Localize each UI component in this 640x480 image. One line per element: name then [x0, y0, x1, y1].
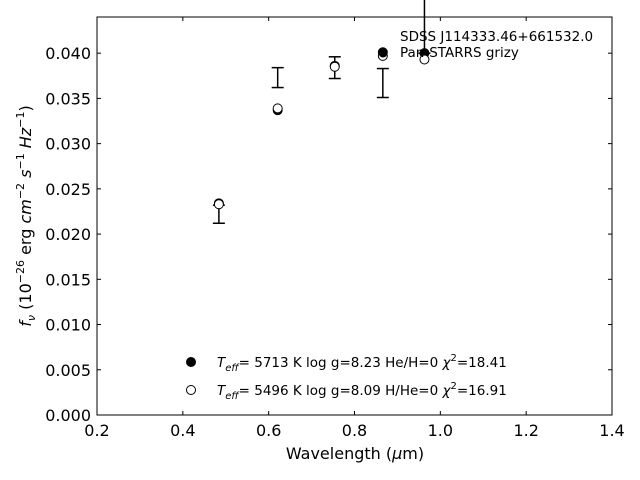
error-bar	[376, 67, 389, 99]
x-tick-label: 1.2	[513, 421, 538, 440]
observed-label: SDSS J114333.46+661532.0	[400, 29, 593, 45]
y-tick-label: 0.040	[45, 44, 91, 63]
legend-label: Teff= 5713 K log g=8.23 He/H=0 χ2=18.41	[217, 353, 507, 374]
annotation-marker	[378, 48, 388, 58]
x-tick-label: 1.4	[599, 421, 624, 440]
y-tick-label: 0.025	[45, 180, 91, 199]
observed-sublabel: Pan-STARRS grizy	[400, 45, 519, 61]
y-axis-title: fν (10−26 erg cm−2 s−1 Hz−1)	[14, 105, 38, 326]
y-tick-label: 0.035	[45, 89, 91, 108]
y-tick-label: 0.030	[45, 135, 91, 154]
model-points	[213, 47, 430, 210]
model-point-open	[272, 103, 283, 114]
x-tick-label: 0.4	[170, 421, 195, 440]
y-tick-label: 0.005	[45, 361, 91, 380]
legend: Teff= 5713 K log g=8.23 He/H=0 χ2=18.41 T…	[186, 353, 507, 402]
x-tick-label: 0.2	[84, 421, 109, 440]
y-tick-label: 0.000	[45, 406, 91, 425]
model-point-open	[419, 54, 430, 65]
x-tick-label: 0.8	[342, 421, 367, 440]
axis-ticks: 0.2 0.4 0.6 0.8 1.0 1.2 1.4 0.000 0.005 0.010 0.01…	[45, 17, 625, 440]
y-tick-label: 0.015	[45, 270, 91, 289]
legend-marker	[186, 385, 196, 395]
model-point-open	[213, 199, 224, 210]
model-point-open	[329, 61, 340, 72]
legend-marker	[186, 357, 196, 367]
x-tick-label: 0.6	[256, 421, 281, 440]
y-tick-label: 0.020	[45, 225, 91, 244]
legend-label: Teff= 5496 K log g=8.09 H/He=0 χ2=16.91	[217, 381, 507, 402]
error-bar	[271, 66, 284, 89]
observed-annotation: SDSS J114333.46+661532.0 Pan-STARRS griz…	[378, 29, 593, 61]
observed-error-bars	[212, 0, 431, 224]
y-tick-label: 0.010	[45, 316, 91, 335]
x-tick-label: 1.0	[428, 421, 453, 440]
x-axis-title: Wavelength (μm)	[286, 444, 424, 463]
